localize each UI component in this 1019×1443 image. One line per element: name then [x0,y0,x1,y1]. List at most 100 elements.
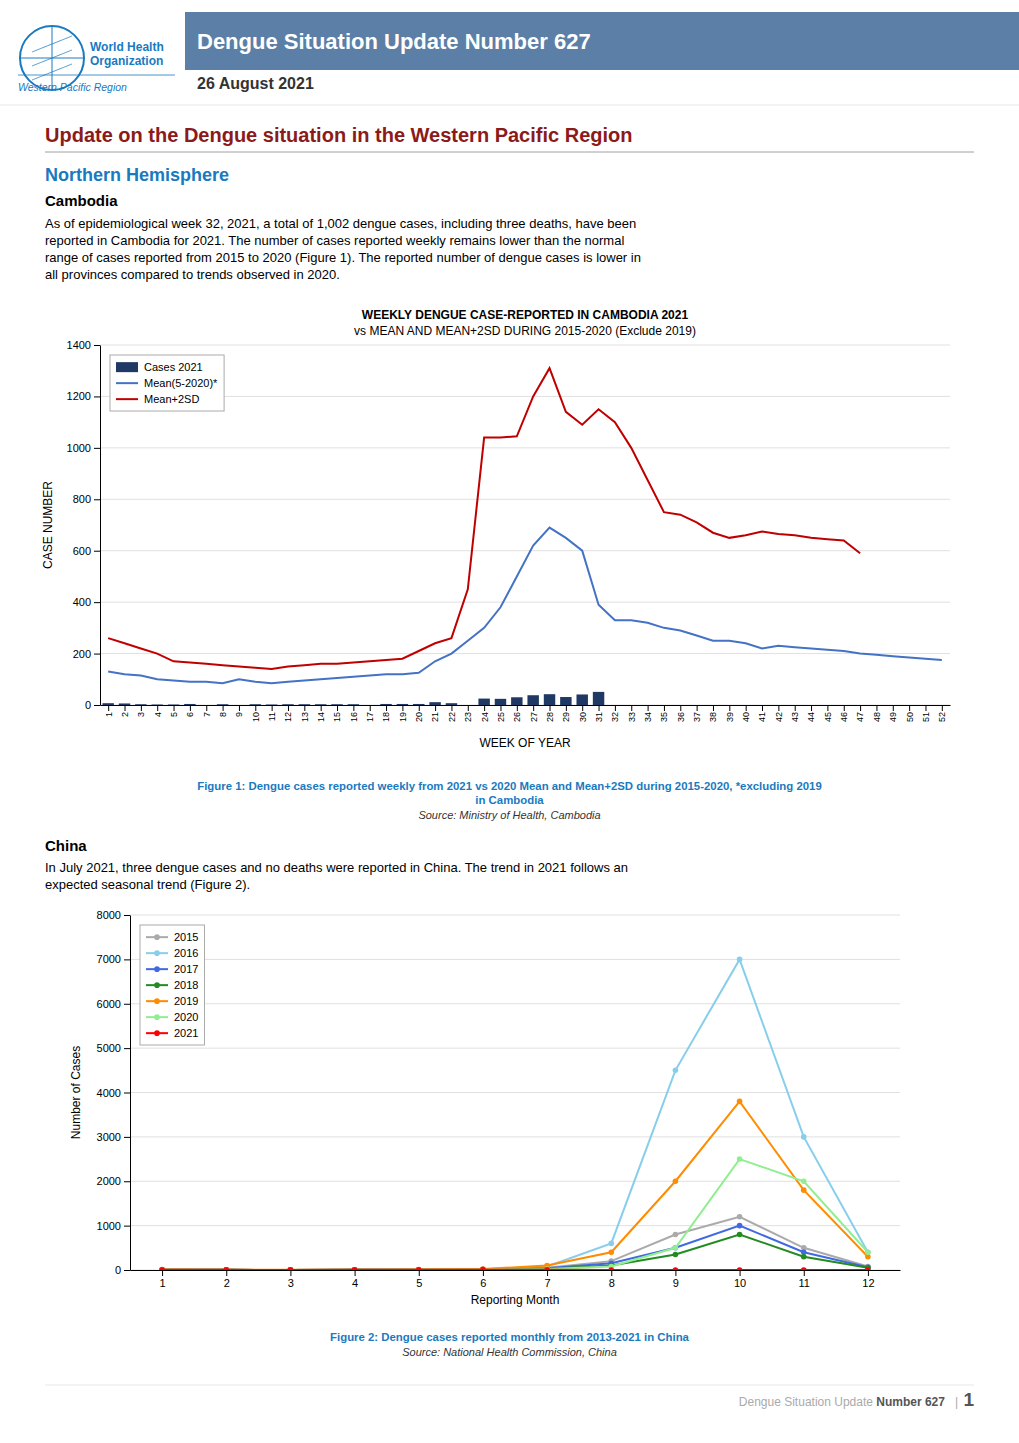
grid-line [130,1225,900,1226]
x-tick: 41 [757,705,767,722]
x-axis-line [101,705,951,706]
x-tick: 40 [741,705,751,722]
marker [480,1267,486,1270]
grid-line [130,915,900,916]
bar [266,704,277,705]
x-tick-label: 24 [480,712,490,722]
bar [135,704,146,705]
chart-subtitle: vs MEAN AND MEAN+2SD DURING 2015-2020 (E… [354,324,696,338]
line [162,1217,868,1270]
grid-line [100,705,950,706]
bar [527,695,538,705]
bar [707,705,718,706]
y-tick-mark [94,448,100,449]
paragraph-line: reported in Cambodia for 2021. The numbe… [45,233,624,248]
x-tick-mark [680,705,681,711]
bar [331,704,342,705]
y-tick-mark [124,915,130,916]
marker [673,1178,679,1184]
logo-rule [18,75,175,76]
x-tick-mark [290,1270,291,1276]
y-tick-mark [94,654,100,655]
x-tick-mark [664,705,665,711]
grid-line [130,1048,900,1049]
x-tick-mark [762,705,763,711]
y-tick: 400 [73,596,100,608]
line-series [108,368,860,669]
y-tick-label: 6000 [97,998,121,1010]
x-tick: 7 [545,1270,551,1289]
y-axis: 010002000300040005000600070008000 [97,909,131,1276]
x-tick: 19 [398,705,408,722]
marker [737,1223,743,1229]
x-tick-label: 47 [855,712,865,722]
y-tick: 0 [115,1264,130,1276]
figure-source: Source: National Health Commission, Chin… [402,1346,617,1358]
logo-text: Organization [90,54,163,68]
line-series [159,1156,870,1270]
x-tick-mark [239,705,240,711]
x-tick-mark [795,705,796,711]
x-tick-label: 7 [202,712,212,717]
footer-rule [45,1385,974,1386]
y-axis: 0200400600800100012001400 [67,339,101,711]
x-tick-label: 5 [416,1277,422,1289]
bar [626,705,637,706]
y-tick-label: 200 [73,648,91,660]
marker [288,1267,294,1270]
x-tick: 17 [365,705,375,722]
footer-text: Dengue Situation Update [739,1395,876,1409]
bar [102,703,113,705]
bar [397,704,408,705]
bar [380,704,391,705]
legend-marker [154,998,160,1004]
legend-label: 2019 [174,995,198,1007]
marker [223,1267,229,1270]
x-tick-mark [517,705,518,711]
y-tick-mark [94,602,100,603]
x-tick-label: 3 [136,712,146,717]
x-tick-label: 29 [561,712,571,722]
bar [773,705,784,706]
bar [920,705,931,706]
legend: 2015201620172018201920202021 [140,925,204,1045]
bar [446,703,457,705]
marker [416,1267,422,1270]
x-tick-label: 6 [480,1277,486,1289]
x-tick-label: 9 [234,712,244,717]
x-tick: 45 [823,705,833,722]
grid-line [100,447,950,448]
x-tick-mark [468,705,469,711]
x-tick: 21 [430,705,440,722]
x-tick-label: 9 [673,1277,679,1289]
marker [737,1267,743,1270]
marker [352,1267,358,1270]
grid-line [130,1270,900,1271]
marker [737,957,743,963]
x-tick-label: 41 [757,712,767,722]
legend-swatch [116,362,138,372]
x-tick: 4 [352,1270,358,1289]
x-tick-label: 34 [643,712,653,722]
y-tick-label: 0 [115,1264,121,1276]
x-tick: 38 [708,705,718,722]
x-tick-label: 1 [160,1277,166,1289]
paragraph-line: In July 2021, three dengue cases and no … [45,860,628,875]
legend-swatch [116,398,138,400]
marker [737,1099,743,1105]
legend-item: 2018 [146,979,198,991]
marker [288,1267,294,1270]
x-tick-mark [611,1270,612,1276]
marker [801,1187,807,1193]
x-tick: 34 [643,705,653,722]
x-tick-mark [255,705,256,711]
marker [608,1249,614,1255]
marker [480,1266,486,1270]
bar [364,705,375,706]
y-tick: 5000 [97,1042,130,1054]
footer-page: 1 [963,1389,974,1410]
bar [740,705,751,706]
marker [673,1252,679,1258]
legend-marker [154,934,160,940]
plot-area [102,368,941,705]
